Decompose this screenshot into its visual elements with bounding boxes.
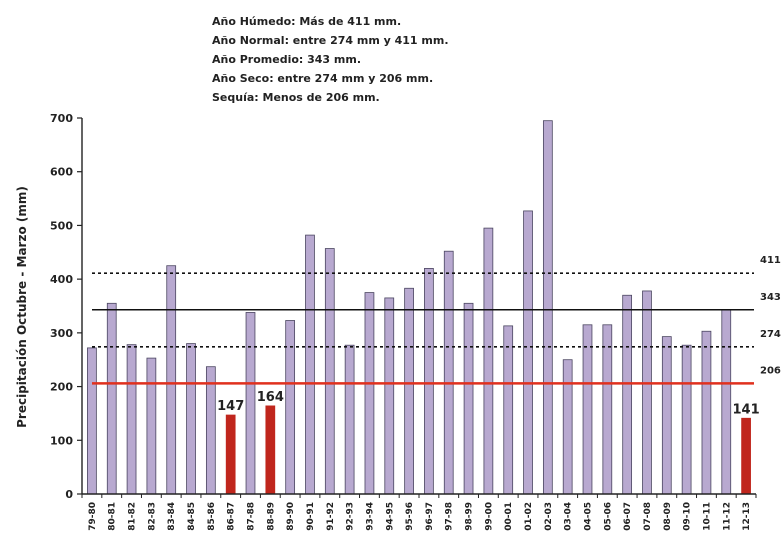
x-tick-label-86-87: 86-87 [227, 502, 237, 531]
x-tick-label-81-82: 81-82 [128, 502, 138, 531]
x-tick-label-87-88: 87-88 [247, 502, 257, 531]
x-tick-label-92-93: 92-93 [346, 502, 356, 531]
bar-00-01 [503, 325, 514, 495]
bar-83-84 [166, 265, 177, 495]
bar-85-86 [205, 366, 216, 495]
bar-97-98 [443, 250, 454, 495]
legend: Año Húmedo: Más de 411 mm. Año Normal: e… [212, 12, 449, 107]
bar-01-02 [523, 210, 533, 495]
bar-80-81 [106, 302, 117, 495]
bar-07-08 [642, 290, 652, 495]
x-tick-label-80-81: 80-81 [108, 502, 118, 531]
y-axis-label: Precipitación Octubre - Marzo (mm) [15, 186, 29, 428]
reference-line-label-343: 343 [760, 292, 781, 303]
data-label-164: 164 [257, 390, 284, 405]
bar-02-03 [542, 120, 553, 495]
data-label-147: 147 [217, 399, 244, 414]
y-tick-label-600: 600 [50, 166, 73, 179]
bar-91-92 [324, 248, 335, 495]
y-tick-label-100: 100 [50, 434, 73, 447]
data-label-141: 141 [733, 402, 760, 417]
bar-99-00 [483, 227, 494, 495]
bar-92-93 [344, 344, 355, 495]
x-tick-label-91-92: 91-92 [326, 502, 336, 531]
bar-10-11 [701, 330, 712, 495]
x-tick-label-11-12: 11-12 [722, 502, 732, 531]
x-tick-label-89-90: 89-90 [286, 502, 296, 531]
bar-87-88 [245, 312, 256, 495]
legend-item-humedo: Año Húmedo: Más de 411 mm. [212, 15, 402, 28]
x-tick-label-06-07: 06-07 [623, 502, 633, 531]
bar-79-80 [87, 347, 97, 495]
bar-05-06 [602, 324, 613, 495]
bar-86-87 [225, 414, 236, 495]
x-tick-label-07-08: 07-08 [643, 502, 653, 531]
reference-line-label-206: 206 [760, 365, 781, 376]
x-tick-label-93-94: 93-94 [365, 502, 375, 531]
legend-item-sequia: Sequía: Menos de 206 mm. [212, 91, 380, 104]
reference-line-label-411: 411 [760, 255, 781, 266]
x-tick-label-97-98: 97-98 [445, 502, 455, 531]
x-tick-label-98-99: 98-99 [465, 502, 475, 531]
bar-03-04 [562, 359, 573, 495]
legend-item-promedio: Año Promedio: 343 mm. [212, 53, 362, 66]
x-tick-label-85-86: 85-86 [207, 502, 217, 531]
y-tick-label-700: 700 [50, 112, 73, 125]
reference-line-label-274: 274 [760, 329, 781, 340]
bar-09-10 [681, 344, 692, 495]
bar-04-05 [582, 324, 593, 495]
bar-95-96 [404, 287, 414, 495]
x-tick-label-90-91: 90-91 [306, 502, 316, 531]
x-tick-label-04-05: 04-05 [584, 502, 594, 531]
legend-item-seco: Año Seco: entre 274 mm y 206 mm. [212, 72, 434, 85]
x-tick-label-00-01: 00-01 [504, 502, 514, 531]
y-tick-label-0: 0 [65, 488, 73, 501]
x-tick-label-08-09: 08-09 [663, 502, 673, 531]
x-tick-label-88-89: 88-89 [266, 502, 276, 531]
x-tick-label-95-96: 95-96 [405, 502, 415, 531]
y-tick-label-500: 500 [50, 219, 73, 232]
bar-81-82 [126, 344, 137, 495]
legend-item-normal: Año Normal: entre 274 mm y 411 mm. [212, 34, 449, 47]
x-tick-label-01-02: 01-02 [524, 502, 534, 531]
y-tick-label-300: 300 [50, 327, 73, 340]
bar-84-85 [186, 343, 196, 495]
bar-11-12 [721, 309, 732, 495]
y-tick-label-400: 400 [50, 273, 73, 286]
bar-94-95 [384, 297, 395, 495]
x-tick-label-05-06: 05-06 [603, 502, 613, 531]
x-tick-label-84-85: 84-85 [187, 502, 197, 531]
y-tick-label-200: 200 [50, 381, 73, 394]
bar-88-89 [265, 405, 276, 495]
x-tick-label-09-10: 09-10 [683, 502, 693, 531]
bar-12-13 [741, 417, 751, 495]
x-tick-label-10-11: 10-11 [702, 502, 712, 531]
bar-96-97 [424, 267, 434, 495]
x-tick-label-96-97: 96-97 [425, 502, 435, 531]
x-tick-label-02-03: 02-03 [544, 502, 554, 531]
x-tick-label-03-04: 03-04 [564, 502, 574, 531]
x-tick-label-83-84: 83-84 [167, 502, 177, 531]
bar-98-99 [463, 302, 474, 495]
x-tick-label-12-13: 12-13 [742, 502, 752, 531]
bar-93-94 [364, 292, 375, 495]
x-tick-label-99-00: 99-00 [484, 502, 494, 531]
bar-06-07 [622, 294, 633, 495]
bar-82-83 [146, 357, 157, 495]
x-tick-label-82-83: 82-83 [147, 502, 157, 531]
x-tick-label-79-80: 79-80 [88, 502, 98, 531]
bar-08-09 [661, 336, 672, 495]
x-tick-label-94-95: 94-95 [385, 502, 395, 531]
